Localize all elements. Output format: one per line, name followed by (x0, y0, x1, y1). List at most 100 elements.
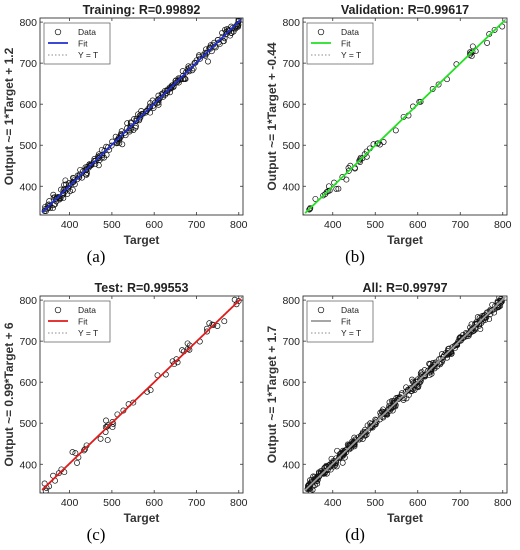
y-tick-label: 400 (19, 181, 37, 193)
data-point (426, 360, 433, 367)
data-point (491, 26, 498, 33)
data-point (467, 50, 474, 57)
data-point (320, 470, 327, 477)
data-point (95, 155, 102, 162)
data-point (76, 174, 83, 181)
data-point (381, 411, 388, 417)
data-point (41, 208, 48, 214)
data-point (87, 162, 94, 169)
x-tick-label: 500 (103, 219, 121, 231)
x-tick-label: 600 (145, 497, 163, 509)
data-point (339, 451, 346, 458)
data-point (45, 204, 52, 211)
data-point (307, 205, 313, 212)
data-point (84, 169, 91, 176)
data-point (474, 321, 481, 327)
data-point (333, 463, 340, 470)
y-tick-label: 600 (19, 99, 37, 111)
fit-line (41, 18, 242, 214)
data-point (405, 392, 412, 399)
legend-label: Y = T (341, 50, 361, 60)
data-point (66, 182, 73, 189)
data-point (382, 409, 389, 416)
data-point (320, 192, 327, 199)
data-point (311, 482, 318, 489)
legend-label: Fit (341, 317, 351, 327)
data-point (351, 440, 358, 447)
data-point (104, 437, 111, 444)
legend-label: Data (341, 305, 359, 315)
x-axis-label: Target (387, 511, 423, 525)
y-axis-label: Output ~= 0.99*Target + 6 (2, 322, 16, 466)
data-point (133, 118, 140, 124)
legend-label: Y = T (341, 328, 361, 338)
data-layer (303, 296, 507, 493)
chart-title: All: R=0.99797 (362, 281, 447, 295)
data-point (116, 140, 123, 147)
x-tick-label: 700 (451, 497, 469, 509)
data-point (426, 372, 433, 379)
data-point (184, 340, 191, 347)
x-tick-label: 400 (324, 497, 342, 509)
data-point (204, 328, 210, 335)
data-point (95, 162, 102, 169)
data-point (418, 368, 425, 375)
data-point (307, 477, 313, 484)
fit-line (41, 298, 242, 491)
data-point (70, 174, 76, 181)
data-point (336, 455, 342, 462)
data-point (77, 166, 84, 173)
data-point (181, 75, 188, 82)
data-point (109, 424, 116, 431)
legend-label: Y = T (78, 50, 98, 60)
panel-caption: (a) (87, 247, 106, 266)
y-tick-label: 700 (282, 58, 300, 70)
y-tick-label: 400 (19, 459, 37, 471)
x-tick-label: 700 (188, 219, 206, 231)
data-point (127, 119, 134, 126)
data-point (182, 69, 189, 76)
y-tick-label: 600 (282, 99, 300, 111)
x-tick-label: 800 (230, 497, 248, 509)
data-point (357, 433, 364, 439)
data-point (468, 321, 475, 328)
data-point (362, 429, 369, 436)
x-tick-label: 600 (409, 219, 427, 231)
data-point (359, 435, 366, 442)
chart-title: Test: R=0.99553 (95, 281, 189, 295)
y-tick-label: 400 (282, 181, 300, 193)
legend-label: Fit (78, 317, 88, 327)
data-point (325, 183, 332, 190)
data-point (230, 28, 237, 35)
y-tick-label: 800 (19, 17, 37, 29)
x-tick-label: 400 (61, 219, 79, 231)
legend-data-marker (54, 306, 62, 314)
data-point (74, 459, 80, 466)
data-point (74, 176, 81, 183)
data-point (156, 95, 163, 102)
x-tick-label: 700 (451, 219, 469, 231)
y-tick-label: 400 (282, 459, 300, 471)
data-point (392, 127, 399, 134)
data-point (50, 191, 57, 198)
data-point (202, 51, 209, 58)
data-point (469, 48, 476, 55)
data-point (119, 141, 126, 148)
data-point (42, 488, 49, 493)
y-tick-label: 500 (282, 140, 300, 152)
x-tick-label: 800 (494, 497, 512, 509)
data-point (222, 26, 228, 33)
data-point (312, 195, 319, 202)
x-tick-label: 800 (494, 219, 512, 231)
y-axis-label: Output ~= 1*Target + 1.2 (2, 47, 16, 185)
data-point (391, 401, 397, 408)
data-point (344, 441, 351, 448)
y-tick-label: 600 (19, 377, 37, 389)
data-point (367, 420, 374, 427)
data-point (138, 108, 145, 114)
data-point (416, 98, 423, 105)
legend-label: Fit (78, 39, 88, 49)
data-point (351, 439, 358, 445)
